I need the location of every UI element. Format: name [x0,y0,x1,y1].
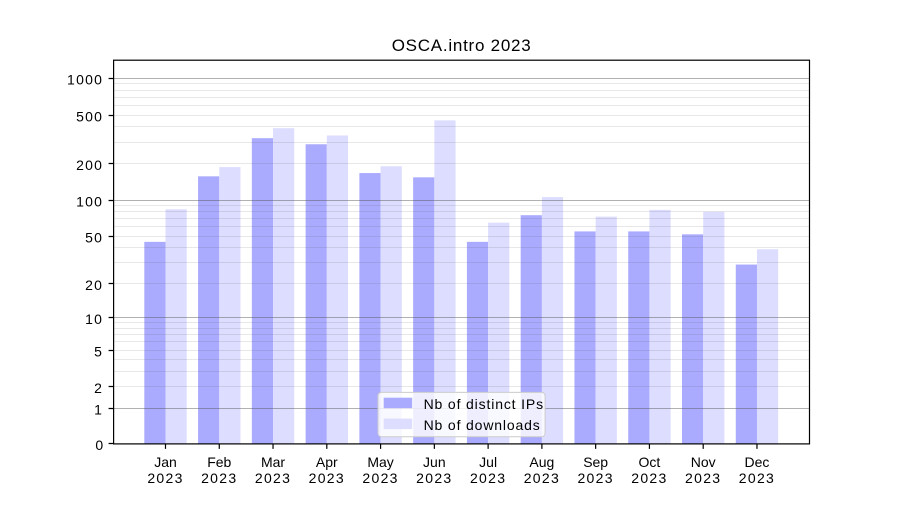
svg-text:Nb of distinct IPs: Nb of distinct IPs [424,396,544,412]
svg-text:10: 10 [85,311,103,327]
svg-text:500: 500 [76,108,103,124]
svg-text:50: 50 [85,230,103,246]
svg-text:Jun: Jun [423,454,446,470]
svg-text:2023: 2023 [201,470,237,486]
svg-text:2023: 2023 [739,470,775,486]
svg-text:0: 0 [95,437,103,453]
svg-text:Apr: Apr [316,454,338,470]
svg-text:Nb of downloads: Nb of downloads [424,417,541,433]
svg-text:2023: 2023 [685,470,721,486]
svg-text:5: 5 [94,343,103,359]
svg-text:100: 100 [76,193,103,209]
svg-text:Aug: Aug [529,454,554,470]
svg-text:2023: 2023 [470,470,506,486]
svg-text:Jan: Jan [154,454,177,470]
svg-text:Jul: Jul [479,454,497,470]
svg-text:2023: 2023 [631,470,667,486]
svg-text:2023: 2023 [147,470,183,486]
svg-text:Dec: Dec [745,454,770,470]
svg-text:2023: 2023 [577,470,613,486]
svg-text:1000: 1000 [67,72,103,88]
svg-text:Oct: Oct [639,454,661,470]
svg-text:20: 20 [85,277,103,293]
svg-text:OSCA.intro 2023: OSCA.intro 2023 [392,36,532,55]
svg-text:May: May [367,454,393,470]
svg-text:Mar: Mar [261,454,285,470]
svg-text:2023: 2023 [255,470,291,486]
svg-text:Nov: Nov [691,454,716,470]
svg-text:200: 200 [76,157,103,173]
svg-text:1: 1 [94,402,103,418]
svg-text:2023: 2023 [309,470,345,486]
svg-text:2: 2 [94,380,103,396]
svg-text:2023: 2023 [524,470,560,486]
svg-text:2023: 2023 [362,470,398,486]
svg-text:Sep: Sep [583,454,608,470]
svg-text:Feb: Feb [207,454,231,470]
svg-text:2023: 2023 [416,470,452,486]
